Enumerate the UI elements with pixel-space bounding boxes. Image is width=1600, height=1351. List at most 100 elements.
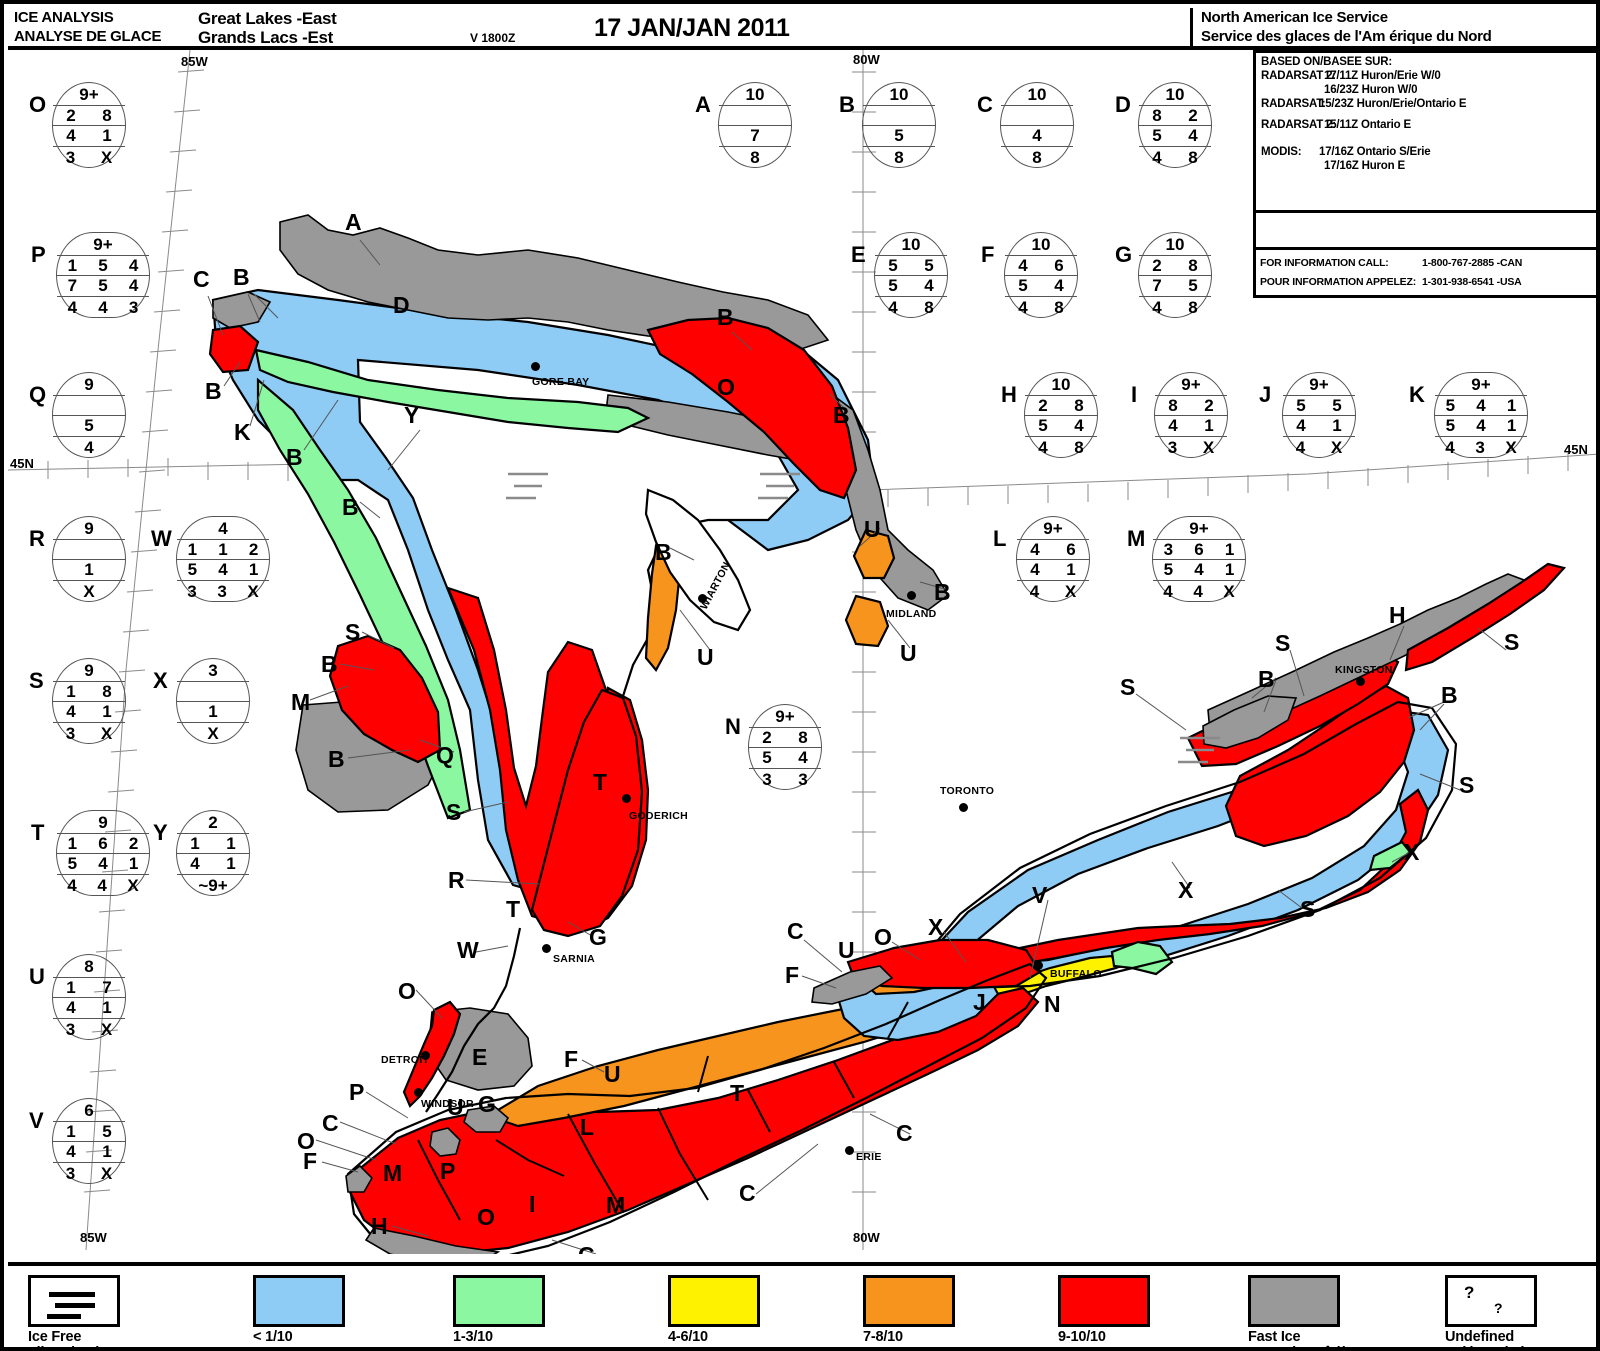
egg-cell: 7 [750,126,760,145]
graticule-label-85w-bottom: 85W [80,1230,107,1245]
egg-cell: 5 [762,748,772,767]
egg-cell: 10 [745,84,765,104]
egg-row-2: 5 [863,126,935,147]
erie-coastline [346,962,1048,1254]
map-label-l-45: L [580,1114,595,1140]
egg-label-l: L [993,526,1007,551]
map-label-g-26: G [589,924,607,950]
egg-row-0: 9+ [57,234,149,255]
egg-row-0: 10 [1139,234,1211,255]
egg-oval: 9+ 5 4 1 5 4 1 4 3 X [1434,372,1528,458]
egg-cell: 4 [1476,416,1486,435]
egg-cell: 9+ [1181,374,1201,394]
legend-label-en-7-8-10: 7-8/10 [863,1329,903,1345]
egg-row-0: 6 [53,1100,125,1121]
chart-header: ICE ANALYSIS ANALYSE DE GLACE Great Lake… [8,8,1596,50]
egg-cell: 4 [798,748,808,767]
st-lawrence-9-10-area [1404,562,1567,672]
egg-cell: 2 [762,727,772,747]
map-label-f-43: F [564,1046,579,1072]
egg-code-q: Q 9 5 4 [29,372,126,458]
source-2: RADARSAT: [1261,98,1326,110]
egg-oval: 10 4 6 5 4 4 8 [1004,232,1078,318]
map-label-b-63: B [1441,682,1458,708]
egg-cell: 4 [1445,437,1455,457]
question-mark-icon-1: ? [1464,1283,1475,1302]
egg-cell: 5 [84,416,94,435]
city-dot-buffalo [1034,961,1043,970]
egg-cell: 8 [1054,297,1064,317]
egg-cell: 8 [1074,437,1084,457]
egg-cell: 8 [1152,105,1162,125]
egg-cell: 1 [66,681,76,701]
city-label-windsor: WINDSOR [421,1098,474,1110]
egg-row-0: 9+ [1017,518,1089,539]
egg-cell: 4 [1194,560,1204,579]
egg-row-1 [53,395,125,416]
egg-row-0: 9+ [53,84,125,105]
map-canvas: .coast{fill:none;stroke:#000;stroke-widt… [8,50,1596,1254]
egg-cell: X [100,723,113,743]
map-label-u-13: U [697,644,714,670]
egg-row-3: 8 [719,147,791,168]
egg-cell: 1 [187,539,198,559]
legend-swatch-ice-free [28,1275,120,1327]
egg-cell: 3 [798,769,808,789]
egg-cell: 4 [1193,581,1203,601]
egg-cell: 3 [65,147,76,167]
egg-label-x: X [153,668,168,693]
egg-row-0: 10 [1025,374,1097,395]
map-label-o-9: O [717,374,735,400]
egg-cell: 1 [248,560,259,579]
egg-cell: 1 [190,833,200,853]
legend-item-lt-1-10: < 1/10 [253,1275,345,1345]
egg-cell: 4 [84,437,94,457]
egg-cell: 2 [1204,395,1214,415]
egg-code-l: L 9+ 4 6 4 1 4 X [993,516,1090,602]
egg-cell: 9 [84,660,94,680]
city-dot-kingston [1356,677,1365,686]
egg-cell: 3 [1167,437,1178,457]
egg-oval: 10 8 2 5 4 4 8 [1138,82,1212,168]
egg-cell: 9 [84,374,94,394]
egg-code-i: I 9+ 8 2 4 1 3 X [1131,372,1228,458]
graticule-label-80w-bottom: 80W [853,1230,880,1245]
egg-cell: 1 [84,560,94,579]
egg-cell: 10 [901,234,921,254]
egg-code-a: A 10 7 8 [695,82,792,168]
legend-label-fr-fast-ice: Banquise côtière [1248,1345,1362,1347]
egg-cell: 4 [97,875,107,895]
city-dot-sarnia [542,944,551,953]
egg-cell: 5 [1018,276,1028,295]
egg-row-0: 2 [177,812,249,833]
egg-cell: 8 [1188,297,1198,317]
egg-cell: 3 [65,723,76,743]
map-label-q-21: Q [436,742,454,768]
egg-cell: 6 [84,1100,94,1120]
egg-row-2: 5 4 1 [177,560,269,581]
map-label-f-35: F [303,1148,318,1174]
call-value-fr: 1-301-938-6541 -USA [1422,276,1522,288]
egg-oval: 10 2 8 7 5 4 8 [1138,232,1212,318]
egg-label-y: Y [153,820,168,845]
map-label-b-10: B [833,402,850,428]
valid-time: V 1800Z [470,31,516,45]
egg-cell: 1 [67,833,78,853]
egg-label-q: Q [29,382,47,407]
map-label-e-29: E [472,1044,488,1070]
city-label-gore-bay: GORE BAY [532,376,590,388]
map-label-c-47: C [739,1180,756,1206]
source-time-1: 16/23Z Huron W/0 [1324,84,1418,96]
egg-cell: 2 [128,833,139,853]
map-label-m-19: M [291,689,311,715]
